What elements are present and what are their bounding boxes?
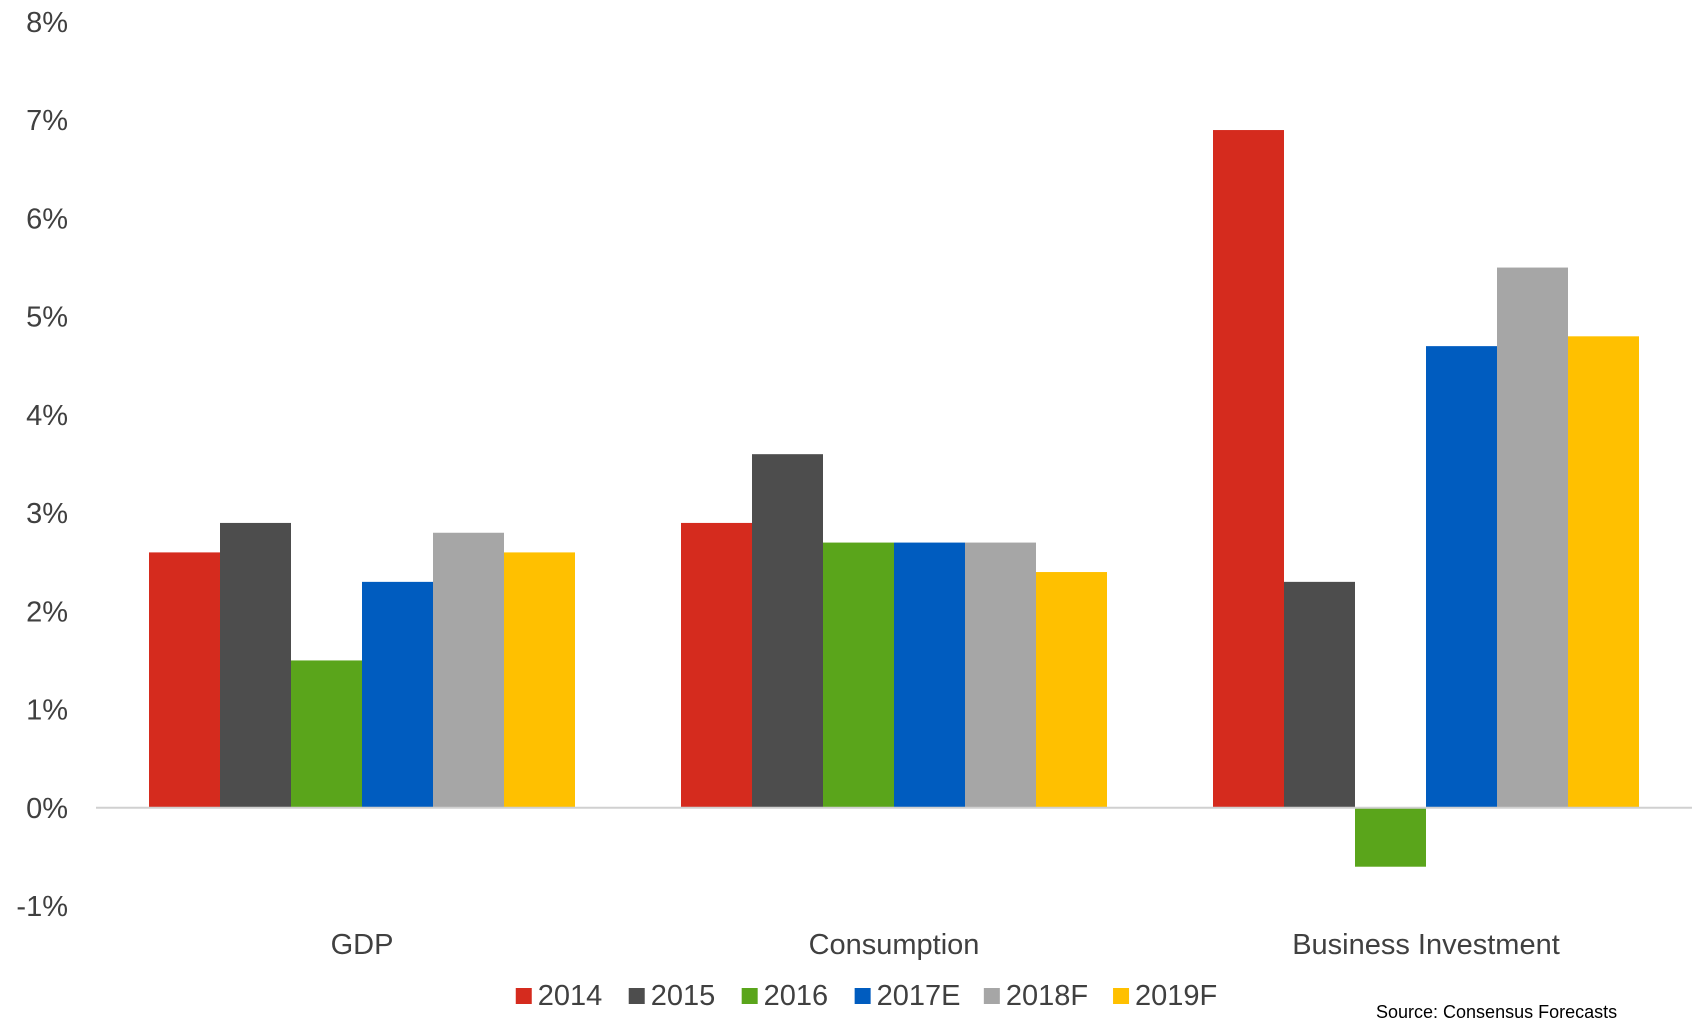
legend-swatch-2015 (628, 988, 645, 1004)
bar-2014-business-investment (1213, 130, 1284, 808)
y-tick-label: 1% (26, 695, 68, 727)
x-axis-category-labels: GDP Consumption Business Investment (331, 929, 1560, 961)
y-tick-label: 7% (26, 105, 68, 137)
bar-2016-consumption (823, 542, 894, 808)
legend-swatch-2018f (983, 988, 1000, 1004)
bar-2018f-business-investment (1497, 267, 1568, 808)
legend-label-2018f: 2018F (1006, 980, 1088, 1012)
y-tick-label: 8% (26, 7, 68, 39)
legend-label-2015: 2015 (651, 980, 716, 1012)
y-tick-label: 6% (26, 203, 68, 235)
bar-2019f-business-investment (1568, 336, 1639, 808)
bar-2018f-consumption (965, 542, 1036, 808)
y-axis-tick-labels: -1% 0% 1% 2% 3% 4% 5% 6% 7% 8% (16, 7, 68, 923)
bar-2019f-gdp (504, 552, 575, 808)
x-category-label: GDP (331, 929, 394, 961)
legend-label-2014: 2014 (538, 980, 603, 1012)
bar-2015-business-investment (1284, 581, 1355, 808)
legend-label-2016: 2016 (764, 980, 829, 1012)
bars (149, 130, 1639, 867)
x-category-label: Consumption (809, 929, 980, 961)
bar-2016-gdp (291, 660, 362, 808)
bar-2018f-gdp (433, 532, 504, 808)
legend-label-2017e: 2017E (877, 980, 961, 1012)
legend-swatch-2019f (1113, 988, 1130, 1004)
bar-2017e-consumption (894, 542, 965, 808)
y-tick-label: 5% (26, 302, 68, 334)
legend-swatch-2014 (515, 988, 532, 1004)
bar-2017e-business-investment (1426, 346, 1497, 808)
y-tick-label: 0% (26, 793, 68, 825)
y-tick-label: 2% (26, 596, 68, 628)
bar-2015-gdp (220, 522, 291, 808)
bar-2017e-gdp (362, 581, 433, 808)
bar-2015-consumption (752, 454, 823, 808)
bar-2019f-consumption (1036, 572, 1107, 808)
legend-swatch-2016 (741, 988, 758, 1004)
bar-2014-gdp (149, 552, 220, 808)
y-tick-label: -1% (16, 891, 68, 923)
x-category-label: Business Investment (1292, 929, 1560, 961)
y-tick-label: 4% (26, 400, 68, 432)
bar-2014-consumption (681, 522, 752, 808)
legend: 2014 2015 2016 2017E 2018F 2019F (515, 980, 1217, 1012)
legend-swatch-2017e (854, 988, 871, 1004)
bar-2016-business-investment (1355, 807, 1426, 867)
source-note: Source: Consensus Forecasts (1376, 1002, 1617, 1021)
y-tick-label: 3% (26, 498, 68, 530)
legend-label-2019f: 2019F (1135, 980, 1217, 1012)
